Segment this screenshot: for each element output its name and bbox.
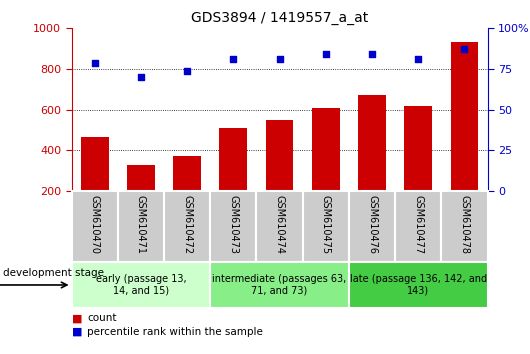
Text: GSM610476: GSM610476 [367,195,377,254]
Bar [257,191,303,262]
Text: GSM610470: GSM610470 [90,195,100,254]
Point [460,47,469,52]
Text: early (passage 13,
14, and 15): early (passage 13, 14, and 15) [95,274,186,296]
Point [183,68,191,74]
Bar [81,137,109,232]
Bar [219,128,247,232]
Text: GSM610477: GSM610477 [413,195,423,254]
Bar [358,95,386,232]
Text: count: count [87,313,117,324]
Text: GSM610474: GSM610474 [275,195,285,254]
Point [91,60,99,65]
Bar [450,41,479,232]
Text: GSM610472: GSM610472 [182,195,192,254]
Text: ■: ■ [72,326,82,337]
Bar [441,191,488,262]
Text: GSM610473: GSM610473 [228,195,239,254]
Point [414,56,422,62]
Point [137,74,145,80]
Bar [349,262,488,308]
Bar [349,191,395,262]
Text: development stage: development stage [3,268,104,278]
Point [368,52,376,57]
Text: late (passage 136, 142, and
143): late (passage 136, 142, and 143) [350,274,487,296]
Point [276,56,284,62]
Bar [312,108,340,232]
Bar [210,191,257,262]
Bar [404,106,432,232]
Bar [127,165,155,232]
Title: GDS3894 / 1419557_a_at: GDS3894 / 1419557_a_at [191,11,368,24]
Text: intermediate (passages 63,
71, and 73): intermediate (passages 63, 71, and 73) [213,274,347,296]
Text: percentile rank within the sample: percentile rank within the sample [87,326,263,337]
Bar [303,191,349,262]
Text: GSM610471: GSM610471 [136,195,146,254]
Bar [164,191,210,262]
Text: GSM610478: GSM610478 [460,195,470,254]
Bar [395,191,441,262]
Text: GSM610475: GSM610475 [321,195,331,254]
Bar [72,262,210,308]
Text: ■: ■ [72,313,82,324]
Bar [210,262,349,308]
Point [229,56,237,62]
Point [322,52,330,57]
Bar [72,191,118,262]
Bar [173,155,201,232]
Bar [266,120,294,232]
Bar [118,191,164,262]
